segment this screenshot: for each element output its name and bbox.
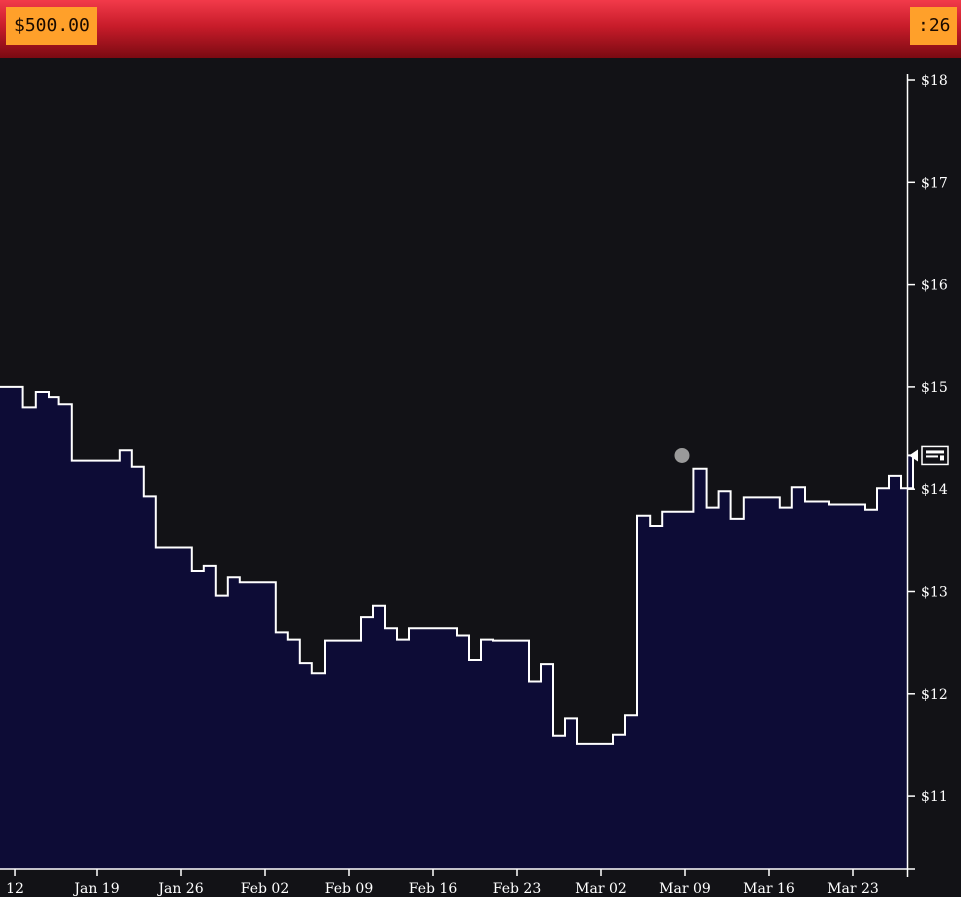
price-line bbox=[0, 385, 914, 745]
x-tick-label: Feb 16 bbox=[409, 881, 458, 897]
x-tick-label: Mar 16 bbox=[743, 881, 795, 897]
price-pointer-icon bbox=[909, 449, 918, 462]
x-tick-label: Feb 02 bbox=[241, 881, 289, 897]
x-tick-label: Jan 26 bbox=[156, 881, 203, 897]
y-tick-label: $14 bbox=[921, 482, 948, 498]
top-bar: $500.00 :26 bbox=[0, 0, 961, 58]
flag-line bbox=[926, 455, 938, 458]
area-layer bbox=[0, 385, 914, 869]
ticket-flag-icon[interactable] bbox=[921, 445, 949, 466]
y-tick-label: $18 bbox=[921, 73, 948, 89]
x-tick-label: Feb 09 bbox=[325, 881, 373, 897]
y-tick-label: $12 bbox=[921, 687, 948, 703]
y-tick-label: $17 bbox=[921, 175, 948, 191]
x-tick-label: Mar 02 bbox=[575, 881, 627, 897]
y-tick-label: $11 bbox=[921, 789, 948, 805]
y-tick-label: $16 bbox=[921, 278, 948, 294]
flag-stripe bbox=[926, 450, 944, 454]
flag-notch bbox=[940, 455, 944, 461]
balance-badge: $500.00 bbox=[6, 7, 97, 45]
price-chart: $11 $12 $13 $14 $15 $16 $17 $18 12 Jan 19 Jan 26 Fe… bbox=[0, 73, 949, 897]
axis-layer: $11 $12 $13 $14 $15 $16 $17 $18 12 Jan 19 Jan 26 Fe… bbox=[0, 73, 949, 897]
x-tick-label: Mar 23 bbox=[827, 881, 879, 897]
x-tick-label: 12 bbox=[6, 881, 24, 897]
timer-badge: :26 bbox=[910, 7, 957, 45]
y-tick-label: $13 bbox=[921, 585, 948, 601]
x-tick-label: Feb 23 bbox=[493, 881, 541, 897]
y-tick-label: $15 bbox=[921, 380, 948, 396]
x-tick-label: Jan 19 bbox=[72, 881, 119, 897]
price-area bbox=[0, 386, 913, 869]
event-dot-icon bbox=[674, 447, 690, 463]
x-tick-label: Mar 09 bbox=[659, 881, 711, 897]
